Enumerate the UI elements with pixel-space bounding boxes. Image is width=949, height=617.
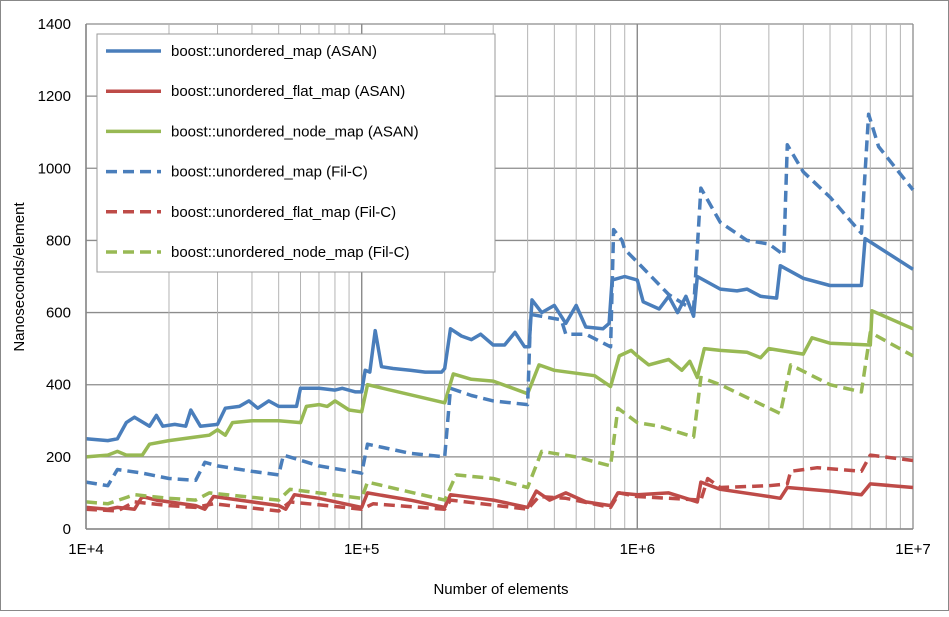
x-tick-label: 1E+6	[620, 541, 655, 558]
x-tick-label: 1E+7	[895, 541, 930, 558]
x-tick-label: 1E+5	[344, 541, 379, 558]
y-tick-label: 400	[46, 377, 71, 394]
y-tick-label: 600	[46, 305, 71, 322]
legend: boost::unordered_map (ASAN)boost::unorde…	[96, 33, 496, 273]
series-line	[85, 330, 914, 506]
tick-labels: 0 200 400 600 800 1000 1200 1400 1E+4 1E+5 1E+6 1E+…	[38, 16, 931, 558]
series-lines	[85, 112, 915, 513]
y-tick-label: 800	[46, 232, 71, 249]
legend-label: boost::unordered_map (ASAN)	[171, 43, 377, 60]
axes	[85, 24, 913, 530]
y-axis-title: Nanoseconds/element	[11, 202, 28, 352]
y-tick-label: 1200	[38, 88, 71, 105]
legend-label: boost::unordered_flat_map (ASAN)	[171, 83, 405, 100]
x-tick-label: 1E+4	[68, 541, 103, 558]
series-line	[85, 480, 914, 511]
legend-label: boost::unordered_map (Fil-C)	[171, 164, 368, 181]
legend-label: boost::unordered_node_map (ASAN)	[171, 123, 419, 140]
y-tick-label: 0	[63, 521, 71, 538]
y-tick-label: 200	[46, 449, 71, 466]
x-axis-title: Number of elements	[433, 581, 568, 598]
series-line	[85, 236, 914, 443]
y-tick-label: 1400	[38, 16, 71, 33]
legend-label: boost::unordered_node_map (Fil-C)	[171, 244, 409, 261]
series-line	[85, 309, 914, 459]
series-line	[85, 453, 914, 513]
legend-box	[96, 33, 496, 273]
series-line	[85, 112, 915, 488]
y-tick-label: 1000	[38, 160, 71, 177]
legend-label: boost::unordered_flat_map (Fil-C)	[171, 204, 396, 221]
